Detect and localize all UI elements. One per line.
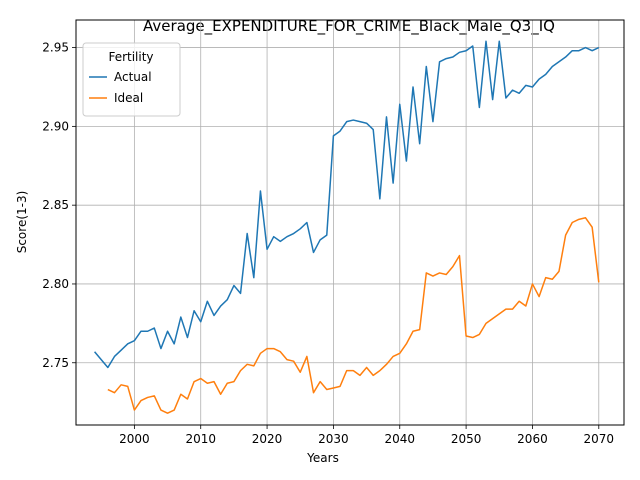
grid-lines [76, 20, 624, 425]
series-line-ideal [107, 217, 600, 414]
series-lines [94, 40, 600, 414]
y-tick-label: 2.80 [42, 277, 69, 291]
legend-label-actual: Actual [114, 70, 152, 84]
plot-area-frame [75, 19, 625, 426]
x-tick-label: 2070 [584, 432, 615, 446]
legend-label-ideal: Ideal [114, 91, 143, 105]
legend: Fertility Actual Ideal [82, 42, 181, 117]
y-axis: 2.75 2.80 2.85 2.90 2.95 [42, 41, 76, 370]
x-axis: 2000 2010 2020 2030 2040 2050 2060 2070 [119, 425, 614, 446]
x-axis-label: Years [306, 451, 339, 465]
y-tick-label: 2.95 [42, 41, 69, 55]
y-axis-label: Score(1-3) [15, 191, 29, 254]
x-tick-label: 2040 [384, 432, 415, 446]
x-tick-label: 2060 [517, 432, 548, 446]
legend-box [82, 42, 181, 117]
x-tick-label: 2050 [451, 432, 482, 446]
chart-title: Average_EXPENDITURE_FOR_CRIME_Black_Male… [143, 17, 555, 36]
x-tick-label: 2010 [185, 432, 216, 446]
y-tick-label: 2.85 [42, 198, 69, 212]
x-tick-label: 2000 [119, 432, 150, 446]
series-line-actual [94, 40, 600, 369]
x-tick-label: 2030 [318, 432, 349, 446]
y-tick-label: 2.75 [42, 356, 69, 370]
x-tick-label: 2020 [252, 432, 283, 446]
legend-title: Fertility [108, 50, 153, 64]
y-tick-label: 2.90 [42, 119, 69, 133]
